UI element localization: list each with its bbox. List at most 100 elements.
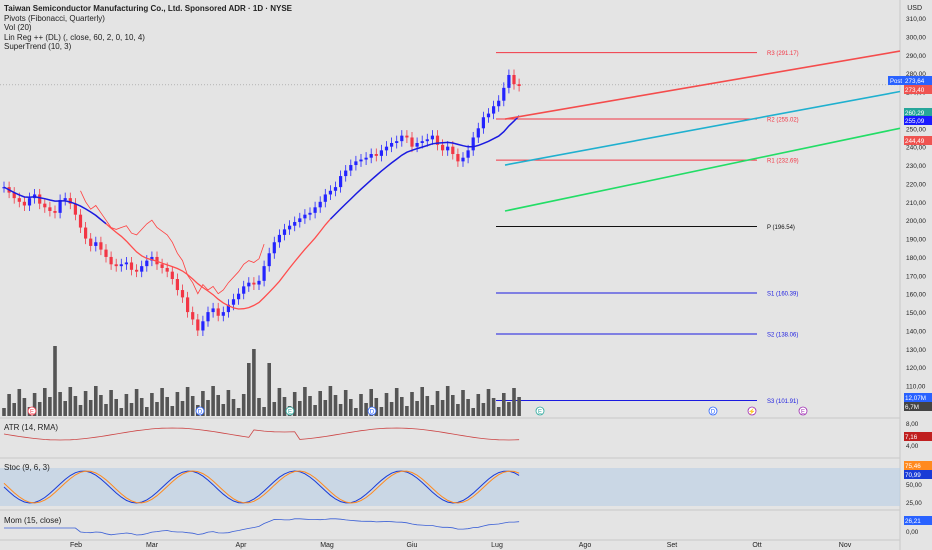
stoch-badge-text: 75,46: [905, 463, 921, 470]
indicator-linreg[interactable]: Lin Reg ++ (DL) (, close, 60, 2, 0, 10, …: [4, 32, 145, 42]
volume-bar: [37, 402, 42, 416]
candle-body: [124, 262, 128, 265]
candle-body: [333, 187, 338, 191]
volume-bar: [400, 397, 404, 416]
event-marker: [747, 406, 757, 416]
ma-line-blue: [3, 186, 107, 225]
symbol-title[interactable]: Taiwan Semiconductor Manufacturing Co., …: [4, 4, 293, 13]
candle-body: [308, 212, 312, 215]
indicator-pivots[interactable]: Pivots (Fibonacci, Quarterly): [4, 13, 105, 23]
volume-bar: [155, 402, 159, 416]
volume-bar: [349, 399, 353, 416]
volume-bar: [201, 391, 205, 416]
candle-body: [53, 211, 57, 213]
candle-body: [63, 198, 67, 200]
price-tick-label: 160,00: [906, 292, 926, 299]
regression-upper: [504, 50, 901, 120]
candle-body: [226, 304, 230, 313]
candle-body: [328, 190, 332, 195]
candle-body: [420, 141, 424, 143]
volume-bar: [405, 406, 409, 416]
stoch-badge: [904, 470, 932, 479]
atr-line: [3, 427, 520, 441]
candle-body: [43, 203, 47, 208]
volume-bar: [369, 389, 373, 416]
candle-body: [129, 262, 134, 270]
candle-body: [446, 146, 450, 151]
candle-body: [298, 218, 302, 223]
candle-body: [165, 267, 169, 272]
stoch-k-line: [3, 470, 520, 504]
momentum-line: [4, 518, 520, 536]
candle-body: [451, 146, 455, 155]
volume-bar: [104, 404, 108, 416]
mom-pane-label[interactable]: Mom (15, close): [4, 516, 62, 525]
price-tick-label: 310,00: [906, 16, 926, 23]
candle-body: [344, 170, 348, 177]
candle-body: [323, 194, 327, 202]
volume-bar: [486, 389, 491, 416]
volume-bar: [333, 395, 338, 416]
volume-bar: [435, 391, 440, 416]
volume-bar: [221, 404, 226, 416]
candle-body: [216, 308, 220, 316]
candle-body: [140, 266, 144, 272]
volume-bar: [298, 401, 302, 416]
candle-body: [466, 150, 470, 158]
candle-body: [160, 264, 164, 268]
price-badge-text: 244,49: [905, 138, 925, 145]
volume-bar: [374, 398, 379, 416]
volume-bar: [226, 390, 231, 416]
event-marker: [708, 406, 718, 416]
volume-bar: [241, 394, 246, 416]
volume-bar: [461, 390, 465, 416]
pivot-label: S2 (138.06): [767, 333, 798, 339]
price-badge: [904, 85, 932, 94]
stoch-pane-label[interactable]: Stoc (9, 6, 3): [4, 463, 50, 472]
candle-body: [364, 157, 368, 160]
volume-bar: [48, 397, 52, 416]
candle-body: [145, 260, 149, 267]
volume-bar: [267, 363, 271, 416]
volume-bar: [364, 403, 368, 416]
mom-badge: [904, 516, 932, 525]
volume-bar: [114, 399, 118, 416]
volume-badge: [904, 402, 932, 411]
volume-bar: [257, 398, 261, 416]
volume-bar: [7, 394, 11, 416]
price-tick-label: 180,00: [906, 255, 926, 262]
volume-bar: [379, 407, 384, 416]
indicator-supertrend[interactable]: SuperTrend (10, 3): [4, 42, 72, 52]
candle-body: [435, 135, 440, 145]
currency-label[interactable]: USD: [907, 5, 922, 12]
volume-bar: [440, 400, 445, 416]
time-axis-label: Mag: [320, 542, 334, 549]
candle-body: [374, 154, 378, 156]
pivot-label: R1 (232.69): [767, 159, 799, 165]
volume-bar: [502, 393, 506, 416]
candle-body: [415, 142, 419, 147]
price-tick-label: 280,00: [906, 71, 926, 78]
volume-bar: [394, 388, 399, 416]
candle-body: [135, 269, 139, 272]
volume-bar: [129, 403, 134, 416]
candle-body: [502, 87, 506, 101]
stoch-tick: 25,00: [906, 500, 922, 507]
ma-line-red: [95, 214, 331, 310]
price-badge: [904, 116, 932, 125]
candle-body: [481, 117, 485, 129]
atr-pane-label[interactable]: ATR (14, RMA): [4, 423, 59, 432]
price-tick-label: 130,00: [906, 347, 926, 354]
stoch-tick: 50,00: [906, 482, 922, 489]
volume-badge: [904, 393, 932, 402]
volume-bar: [496, 407, 501, 416]
indicator-volume[interactable]: Vol (20): [4, 23, 32, 33]
volume-bar: [231, 399, 236, 416]
price-tick-label: 150,00: [906, 310, 926, 317]
event-marker: [195, 406, 205, 416]
price-badge-text: 255,09: [905, 118, 925, 125]
volume-bar: [22, 398, 27, 416]
post-badge-text: Post: [890, 79, 902, 85]
